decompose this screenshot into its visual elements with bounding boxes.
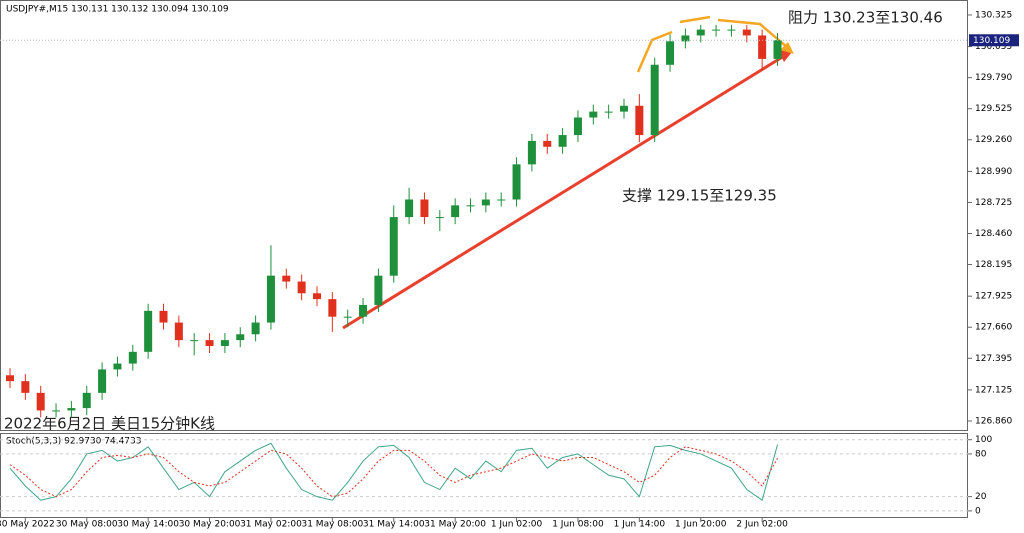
candle-body [650,64,659,136]
candle-body [527,140,536,165]
candle-body [435,217,444,219]
candle-body [52,410,61,412]
candle-body [251,322,260,335]
candle-body [543,140,552,147]
candle-body [98,369,107,393]
support-note: 支撑 129.15至129.35 [622,187,777,205]
x-tick-label: 31 May 14:00 [363,520,425,530]
candle-body [389,217,398,276]
candle-body [727,29,736,31]
y-tick-label: 128.460 [975,229,1012,239]
candle-body [758,35,767,59]
candle-body [451,205,460,218]
stoch-line [9,442,778,502]
y-tick-label: 128.195 [975,260,1012,270]
candle-body [405,199,414,218]
last-price-box [969,34,1019,47]
stoch-frame [0,433,968,518]
candle-body [666,41,675,65]
candle-body [558,135,567,147]
wave-arrow [717,18,789,49]
arrow-head [780,42,794,54]
candle-body [466,205,475,207]
candle-body [159,310,168,323]
x-tick-label: 1 Jun 14:00 [614,520,666,530]
candle-body [481,199,490,206]
candle-body [67,408,76,411]
last-price-label: 130.109 [973,36,1010,46]
candle-body [220,340,229,346]
candle-body [681,35,690,42]
chart-caption: 2022年6月2日 美日15分钟K线 [4,415,215,433]
y-tick-label: 0 [975,506,981,516]
candle-body [573,117,582,136]
candle-body [313,293,321,300]
y-tick-label: 129.260 [975,135,1012,145]
candle-body [21,381,30,393]
x-tick-label: 30 May 20:00 [179,520,241,530]
x-tick-label: 1 Jun 20:00 [675,520,727,530]
candle-body [190,340,199,342]
candle-body [497,199,506,201]
candle-body [773,40,782,59]
y-tick-label: 100 [975,435,992,445]
candle-body [128,351,137,364]
candle-body [712,29,721,31]
candle-body [604,111,613,113]
candle-body [359,304,368,317]
trend-arrow [342,54,785,330]
candle-body [236,334,245,341]
candle-body [113,363,122,370]
x-tick-label: 30 May 2022 [0,520,55,530]
y-tick-label: 127.925 [975,292,1012,302]
candle-body [374,275,383,305]
x-tick-label: 2 Jun 02:00 [736,520,788,530]
x-tick-label: 1 Jun 08:00 [552,520,604,530]
candle-body [144,310,153,352]
candle-body [266,275,275,323]
y-tick-label: 20 [975,492,987,502]
y-tick-label: 126.860 [975,416,1012,426]
candle-body [36,392,45,411]
candle-body [620,105,628,112]
y-tick-label: 128.725 [975,198,1012,208]
candle-body [635,105,644,136]
y-tick-label: 130.325 [975,10,1012,20]
y-tick-label: 127.125 [975,385,1012,395]
x-tick-label: 30 May 08:00 [56,520,118,530]
y-tick-label: 129.790 [975,73,1012,83]
price-frame [0,0,968,431]
y-tick-label: 128.990 [975,167,1012,177]
symbol-info: USDJPY#,M15 130.131 130.132 130.094 130.… [6,5,229,15]
x-tick-label: 1 Jun 02:00 [491,520,543,530]
y-tick-label: 80 [975,449,987,459]
candle-body [742,29,751,36]
y-tick-label: 127.660 [975,323,1012,333]
candle-body [205,340,214,346]
wave-arrow [679,15,711,24]
stoch-title: Stoch(5,3,3) 92.9730 74.4733 [6,437,141,447]
candle-body [6,375,14,382]
candle-body [589,111,598,118]
candle-body [82,392,91,409]
x-tick-label: 31 May 20:00 [424,520,486,530]
x-tick-label: 31 May 08:00 [301,520,363,530]
candle-body [512,164,521,200]
candle-body [343,316,352,318]
candle-body [174,322,183,341]
candle-body [328,299,337,317]
x-tick-label: 31 May 02:00 [240,520,302,530]
candle-body [420,199,429,218]
stoch-line [9,446,778,498]
x-tick-label: 30 May 14:00 [117,520,179,530]
resistance-note: 阻力 130.23至130.46 [788,9,943,27]
y-tick-label: 127.395 [975,354,1012,364]
candle-body [282,275,291,282]
wave-arrow [636,30,673,73]
y-tick-label: 130.055 [975,42,1012,52]
candle-body [297,281,306,294]
candle-body [696,29,705,36]
y-tick-label: 129.525 [975,104,1012,114]
